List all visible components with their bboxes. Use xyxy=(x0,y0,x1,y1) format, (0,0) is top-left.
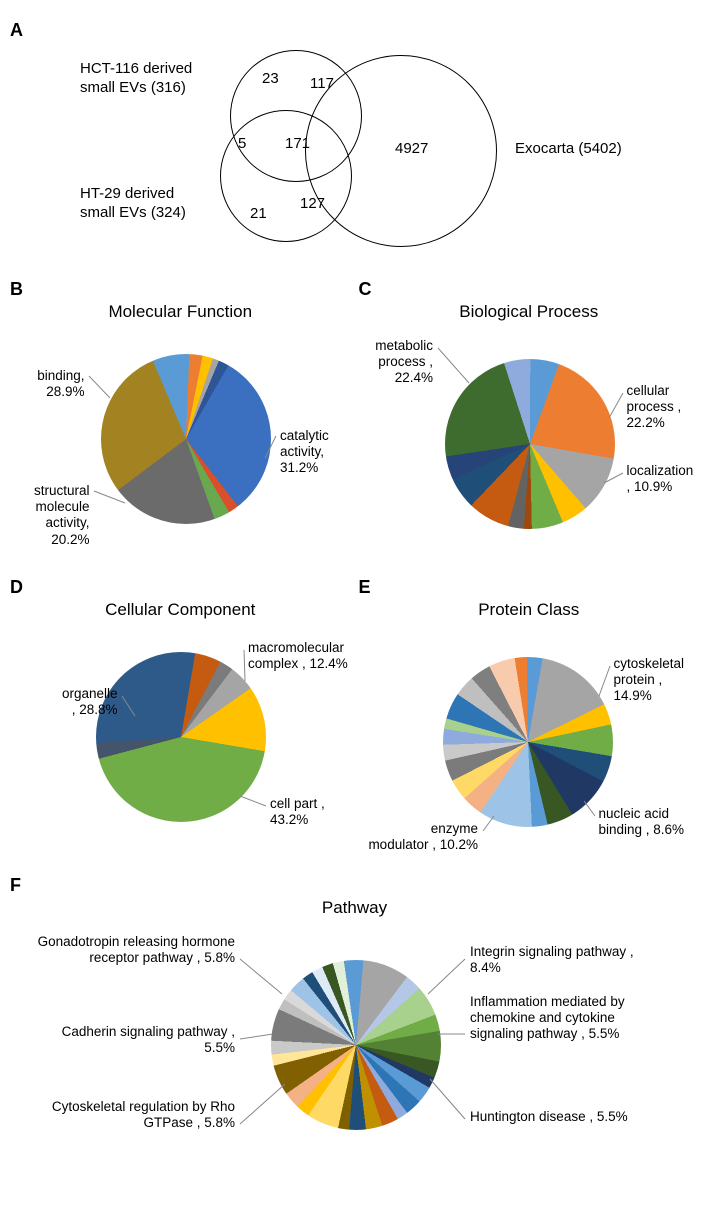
venn-n-exo: 4927 xyxy=(395,140,428,157)
panel-c-letter: C xyxy=(359,279,372,299)
panel-d-title: Cellular Component xyxy=(10,600,351,620)
pie xyxy=(270,959,442,1131)
panel-b-title: Molecular Function xyxy=(10,302,351,322)
venn-n-ht: 21 xyxy=(250,205,267,222)
pie-callout: organelle, 28.8% xyxy=(62,686,118,718)
panel-e-letter: E xyxy=(359,577,371,597)
pie-callout: Cytoskeletal regulation by Rho GTPase , … xyxy=(35,1099,235,1131)
panel-c-title: Biological Process xyxy=(359,302,700,322)
pie xyxy=(100,353,272,525)
panel-c-chart: cellularprocess ,22.2% localization, 10.9… xyxy=(359,328,700,563)
pie-callout: structuralmoleculeactivity,20.2% xyxy=(34,483,90,548)
panel-a: A HCT-116 derived small EVs (316) HT-29 … xyxy=(10,20,699,265)
pie-callout: Inflammation mediated by chemokine and c… xyxy=(470,994,670,1043)
venn-label-ht: HT-29 derived small EVs (324) xyxy=(80,185,186,223)
pie xyxy=(442,656,614,828)
pie-callout: enzymemodulator , 10.2% xyxy=(368,821,478,853)
pie xyxy=(444,358,616,530)
panel-e-chart: cytoskeletalprotein , 14.9% nucleic acidb… xyxy=(359,626,700,861)
panel-e: E Protein Class cytoskeletalprotein , 14… xyxy=(359,577,700,861)
pie xyxy=(95,651,267,823)
panel-d: D Cellular Component macromolecularcompl… xyxy=(10,577,351,861)
venn-n-hct: 23 xyxy=(262,70,279,87)
pie-callout: macromolecularcomplex , 12.4% xyxy=(248,640,348,672)
pie-callout: metabolicprocess ,22.4% xyxy=(375,338,433,387)
venn-n-all: 171 xyxy=(285,135,310,152)
pie-callout: cell part ,43.2% xyxy=(270,796,325,828)
pie-callout: Integrin signaling pathway , 8.4% xyxy=(470,944,650,976)
panel-b: B Molecular Function catalyticactivity,3… xyxy=(10,279,351,563)
panel-b-letter: B xyxy=(10,279,23,299)
pie-callout: nucleic acidbinding , 8.6% xyxy=(599,806,685,838)
panel-d-chart: macromolecularcomplex , 12.4% cell part ,… xyxy=(10,626,351,861)
venn-n-htexo: 127 xyxy=(300,195,325,212)
panel-f-chart: Integrin signaling pathway , 8.4% Inflamm… xyxy=(10,924,699,1194)
panel-f-letter: F xyxy=(10,875,21,895)
panel-e-title: Protein Class xyxy=(359,600,700,620)
venn-n-hctht: 5 xyxy=(238,135,246,152)
venn-diagram: HCT-116 derived small EVs (316) HT-29 de… xyxy=(10,45,699,265)
panel-a-letter: A xyxy=(10,20,23,40)
pie-callout: cytoskeletalprotein , 14.9% xyxy=(614,656,698,705)
pie-callout: cellularprocess ,22.2% xyxy=(627,383,682,432)
pie-callout: binding,28.9% xyxy=(37,368,84,400)
venn-label-exo: Exocarta (5402) xyxy=(515,140,622,159)
pie-callout: localization, 10.9% xyxy=(627,463,694,495)
panel-c: C Biological Process cellularprocess ,22… xyxy=(359,279,700,563)
pie-callout: Cadherin signaling pathway , 5.5% xyxy=(45,1024,235,1056)
pie-callout: catalyticactivity,31.2% xyxy=(280,428,329,477)
venn-label-hct: HCT-116 derived small EVs (316) xyxy=(80,60,192,98)
panel-b-chart: catalyticactivity,31.2% structuralmolecul… xyxy=(10,328,351,563)
panel-d-letter: D xyxy=(10,577,23,597)
venn-n-hctexo: 117 xyxy=(310,75,334,92)
panel-f: F Pathway Integrin signaling pathway , 8… xyxy=(10,875,699,1194)
panel-f-title: Pathway xyxy=(10,898,699,918)
pie-callout: Gonadotropin releasing hormone receptor … xyxy=(25,934,235,966)
pie-callout: Huntington disease , 5.5% xyxy=(470,1109,628,1125)
